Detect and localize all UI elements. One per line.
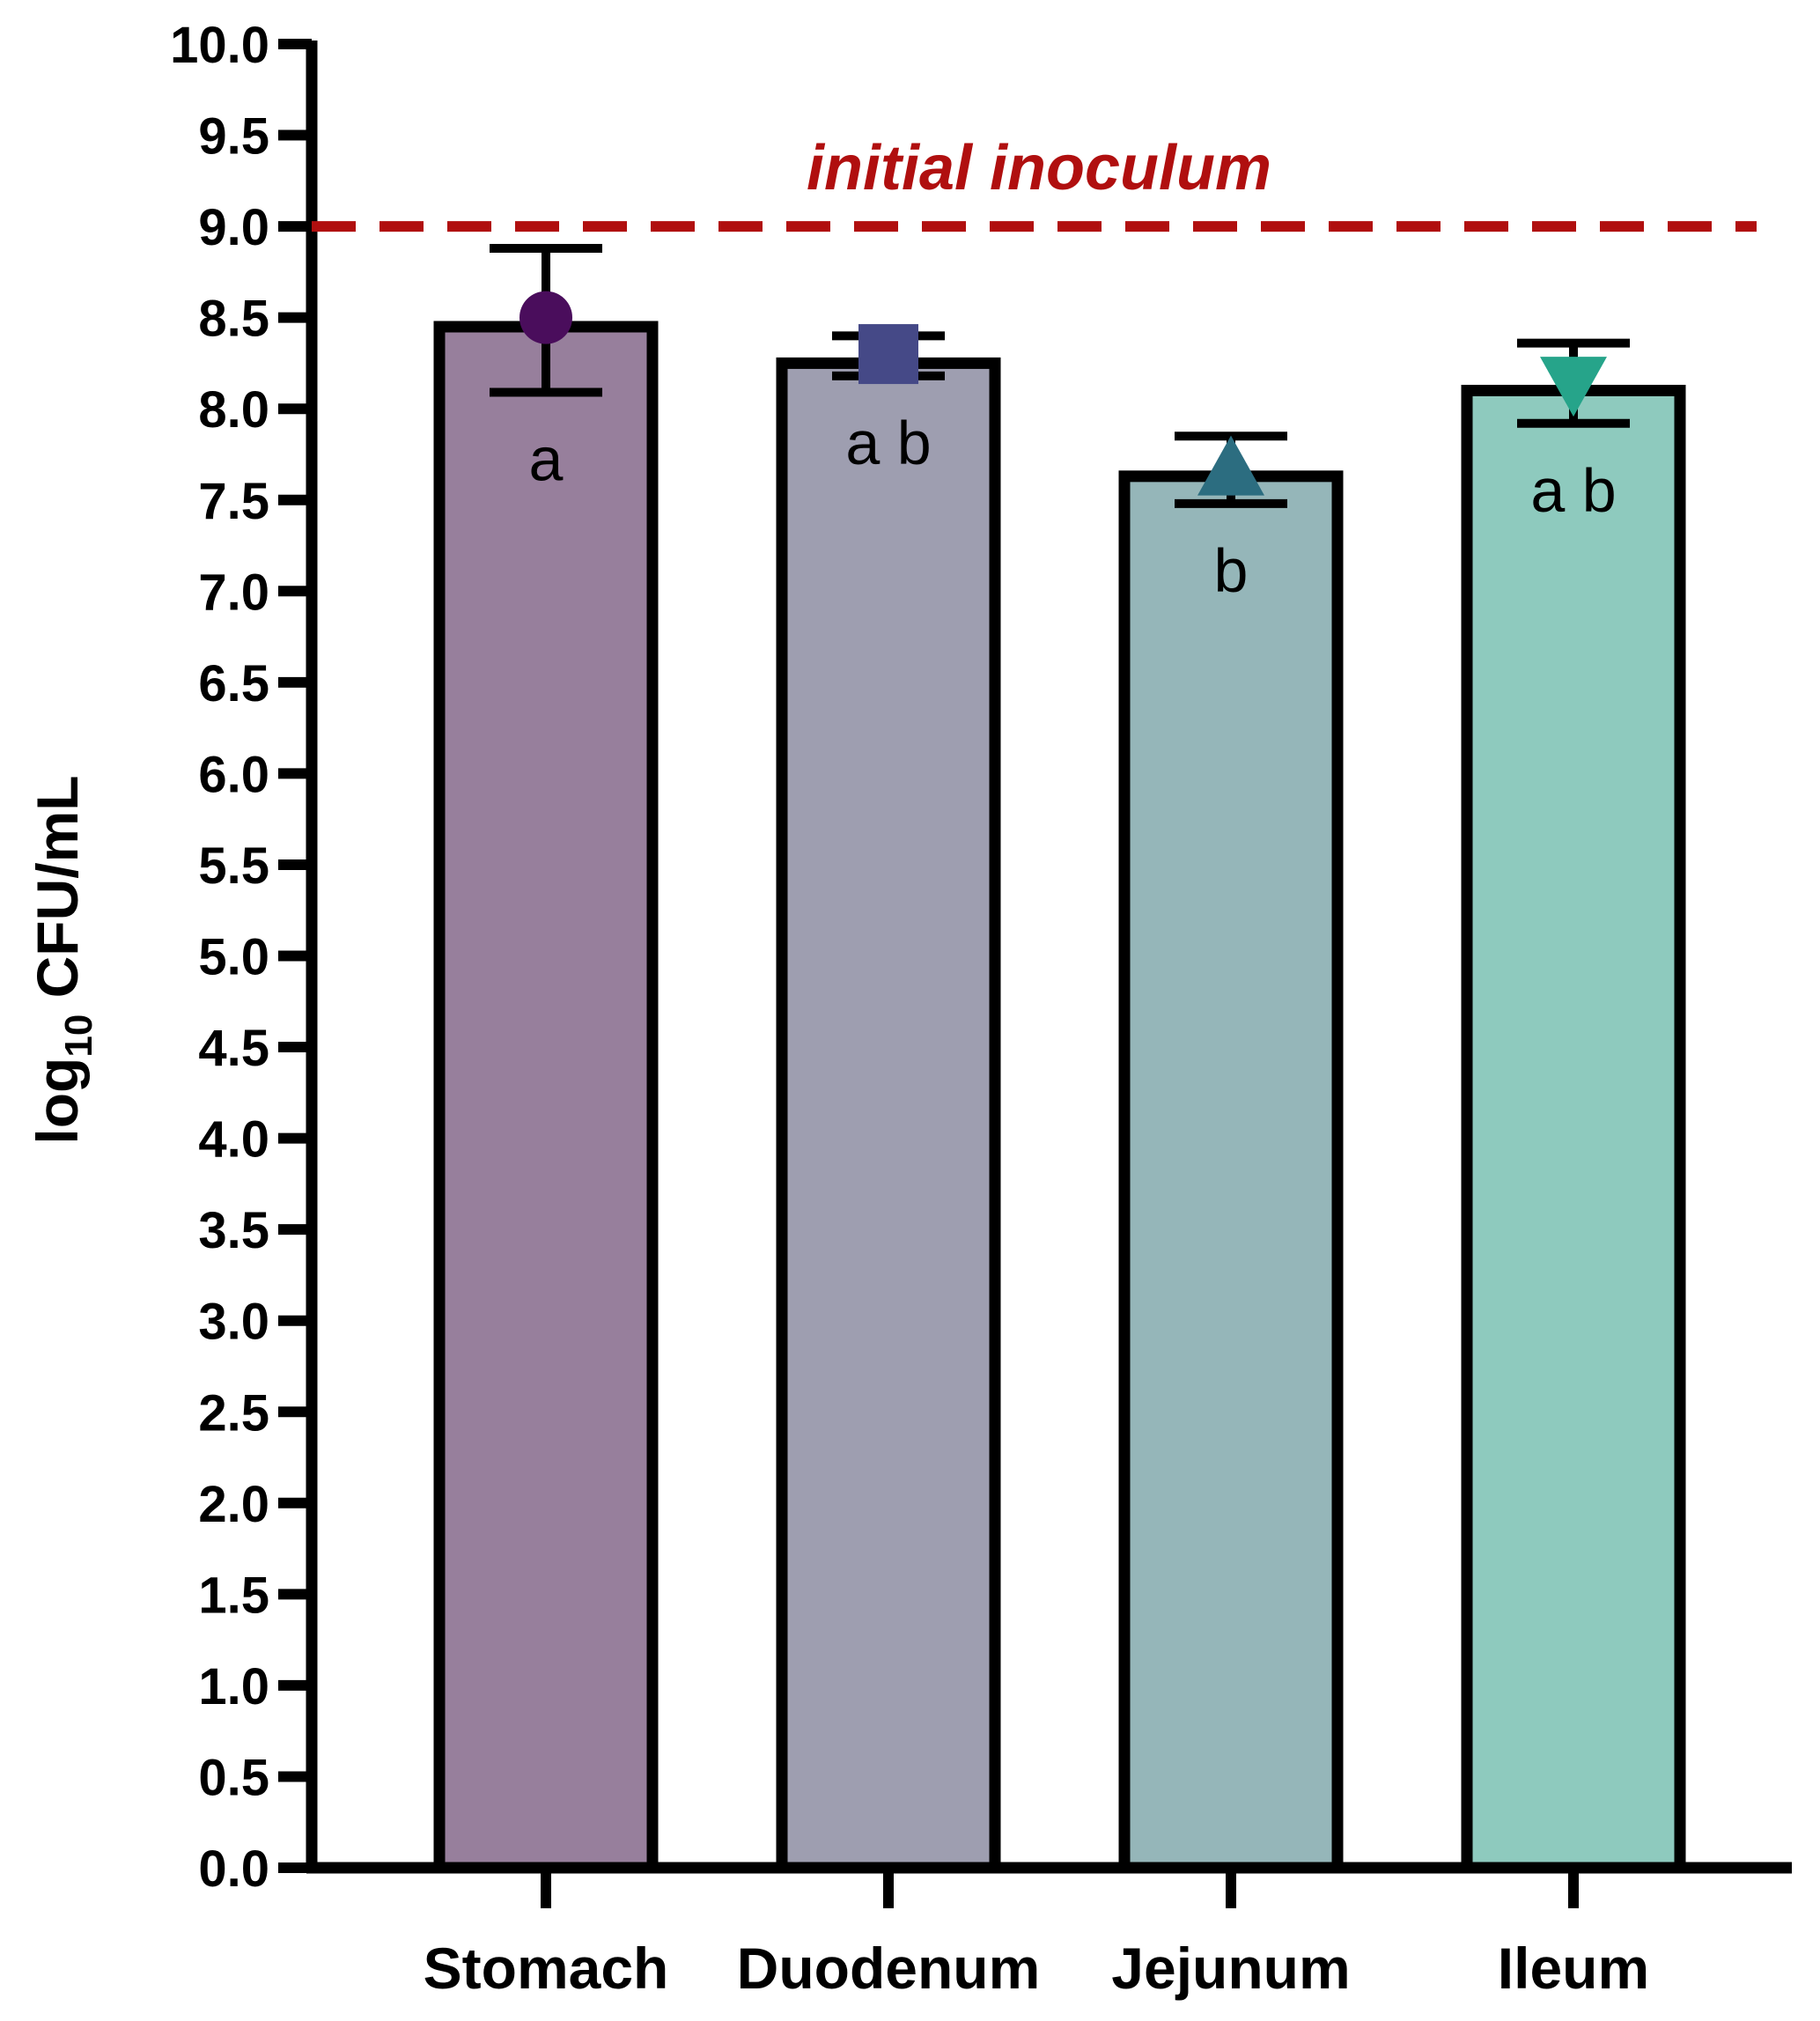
reference-line-group: initial inoculum <box>312 133 1757 232</box>
bar-duodenum <box>776 357 1001 1874</box>
y-tick-label: 3.0 <box>198 1294 269 1351</box>
significance-label: a b <box>1530 456 1616 525</box>
y-axis-title-main: log <box>25 1058 90 1145</box>
y-tick-label: 5.5 <box>198 837 269 895</box>
labels: log10 CFU/mL <box>25 775 100 1144</box>
marker-triangle-up <box>1197 435 1264 496</box>
y-tick-label: 10.0 <box>170 17 269 74</box>
bars: a a b b a b <box>433 243 1686 1874</box>
y-tick-label: 5.0 <box>198 929 269 986</box>
y-tick-label: 4.0 <box>198 1111 269 1169</box>
y-tick-label: 1.0 <box>198 1658 269 1715</box>
y-tick-label: 9.5 <box>198 108 269 166</box>
y-tick-label: 1.5 <box>198 1567 269 1624</box>
x-tick-label: Stomach <box>424 1936 669 2001</box>
significance-label: a b <box>845 409 931 477</box>
y-tick-label: 4.5 <box>198 1020 269 1077</box>
axes: 0.0 0.5 1.0 1.5 2.0 2.5 3.0 3.5 4.0 4.5 5.0 5.5 6.0 6… <box>170 17 1792 2001</box>
bar-ileum <box>1461 384 1686 1874</box>
y-tick-label: 3.5 <box>198 1202 269 1259</box>
x-tick-label: Jejunum <box>1111 1936 1350 2001</box>
y-tick-label: 8.5 <box>198 291 269 348</box>
y-tick-label: 8.0 <box>198 381 269 439</box>
y-tick-label: 9.0 <box>198 199 269 256</box>
y-axis-title-subscript: 10 <box>57 1014 100 1058</box>
y-axis-title: log10 CFU/mL <box>25 775 100 1144</box>
y-tick-label: 6.0 <box>198 746 269 803</box>
y-axis-title-rest: CFU/mL <box>25 775 90 1014</box>
y-tick-label: 7.5 <box>198 473 269 530</box>
y-tick-label: 0.0 <box>198 1840 269 1898</box>
initial-inoculum-label: initial inoculum <box>807 133 1271 203</box>
bar-jejunum <box>1118 470 1344 1874</box>
marker-square <box>858 324 918 385</box>
x-tick-label: Ileum <box>1498 1936 1649 2001</box>
y-tick-label: 2.5 <box>198 1384 269 1442</box>
y-tick-label: 2.0 <box>198 1476 269 1533</box>
marker-triangle-down <box>1540 357 1607 417</box>
y-tick-label: 7.0 <box>198 564 269 621</box>
significance-label: a <box>529 425 564 494</box>
x-tick-label: Duodenum <box>737 1936 1041 2001</box>
significance-label: b <box>1214 536 1249 605</box>
y-tick-label: 6.5 <box>198 655 269 712</box>
y-tick-label: 0.5 <box>198 1749 269 1806</box>
marker-circle <box>519 291 572 344</box>
bar-stomach <box>433 321 659 1874</box>
